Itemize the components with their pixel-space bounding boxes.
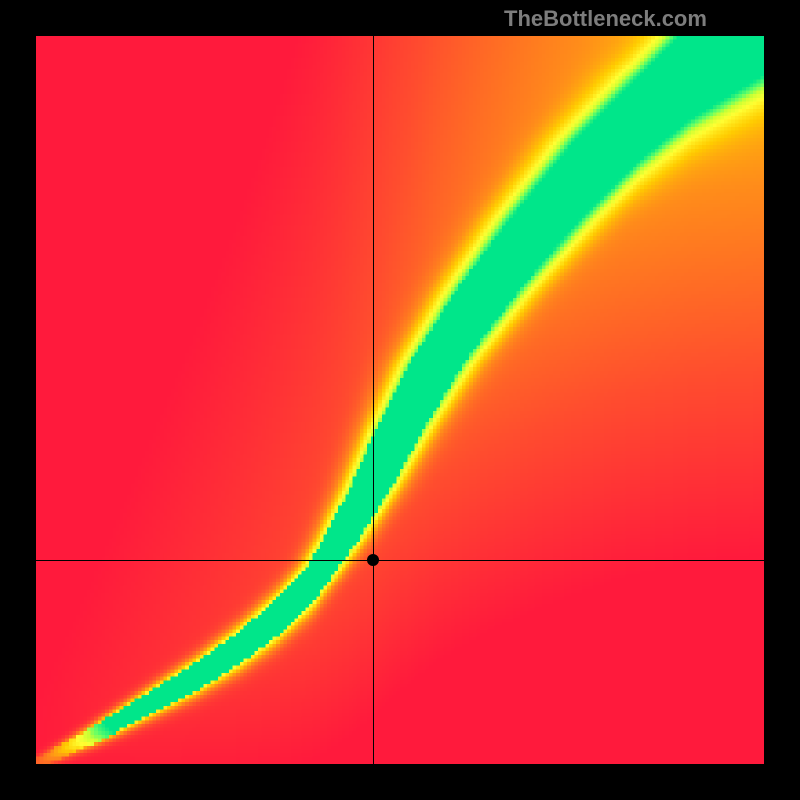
heatmap-canvas xyxy=(36,36,764,764)
watermark-text: TheBottleneck.com xyxy=(504,6,707,32)
bottleneck-heatmap-chart: TheBottleneck.com xyxy=(0,0,800,800)
